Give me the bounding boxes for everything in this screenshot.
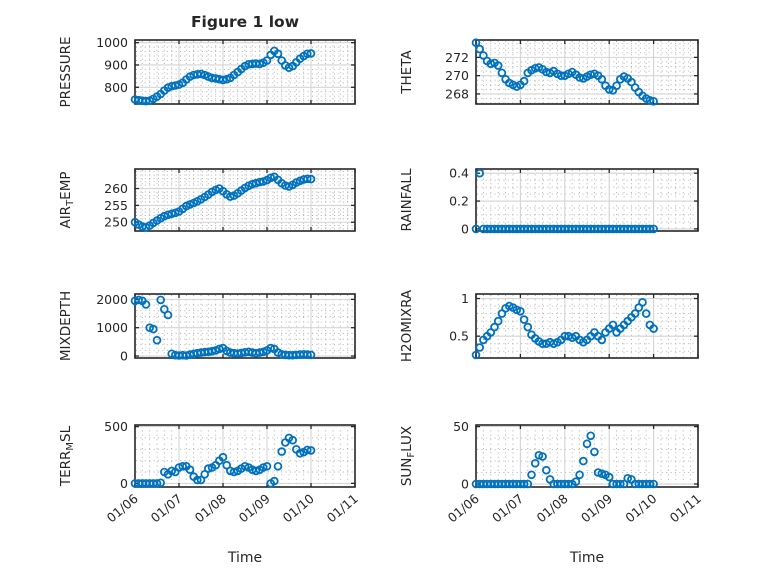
y-tick-label: 250 [104,215,128,230]
y-tick-label: 1000 [96,320,128,335]
x-tick-label: 01/11 [667,491,704,526]
axes-box [134,293,356,359]
minor-grid [136,41,354,103]
minor-grid [477,170,697,230]
y-tick-label: 270 [445,68,469,83]
y-tick-label: 0 [120,349,128,364]
y-tick-label: 255 [104,198,128,213]
axes-box [134,39,356,105]
x-tick-label: 01/07 [489,491,526,526]
minor-grid [136,170,354,230]
y-tick-label: 260 [104,181,128,196]
major-grid [135,169,355,231]
y-tick-label: 0 [120,476,128,491]
x-tick-label: 01/06 [104,491,141,526]
y-tick-label: 272 [445,50,469,65]
series-mixdepth [130,295,316,360]
y-tick-label: 1 [461,291,469,306]
series-air_temp [130,172,316,232]
subplot-mixdepth: 0 1000 2000 MIXDEPTH [58,291,356,364]
series-theta [471,38,658,106]
series-pressure [130,46,316,106]
y-tick-label: 800 [104,80,128,95]
axes-box [134,168,356,232]
x-tick-label: 01/07 [148,491,185,526]
y-tick-label: 0.2 [449,194,469,209]
x-tick-label: 01/06 [445,491,482,526]
y-axis-label: PRESSURE [58,37,74,108]
subplot-pressure: 800 900 1000 PRESSURE [58,35,356,108]
y-tick-label: 0.5 [449,329,469,344]
major-grid [135,425,355,487]
y-tick-label: 50 [453,419,469,434]
x-axis-label: Time [227,550,262,566]
y-axis-label: MIXDEPTH [58,291,74,361]
y-tick-label: 0 [461,477,469,492]
y-tick-label: 268 [445,86,469,101]
y-tick-label: 2000 [96,292,128,307]
axes-box [134,424,356,488]
x-tick-label: 01/08 [533,491,570,526]
y-tick-label: 500 [104,419,128,434]
subplot-rainfall: 0 0.2 0.4 RAINFALL [399,166,699,236]
plot-title: Figure 1 low [191,13,299,31]
y-tick-label: 900 [104,57,128,72]
y-axis-label: AIRTEMP [58,171,76,228]
y-tick-label: 0 [461,221,469,236]
series-terr_msl [130,433,316,488]
minor-grid [477,295,697,357]
y-axis-label: H2OMIXRA [399,289,415,362]
y-tick-label: 0.4 [449,166,469,181]
subplot-h2omixra: 0.5 1 H2OMIXRA [399,289,699,362]
x-tick-label: 01/09 [578,491,615,526]
subplot-terr_msl: 0 500 TERRMSL 01/06 01/07 01/08 01/09 01/10 01/1… [58,419,361,566]
subplot-air_temp: 250 255 260 AIRTEMP [58,168,356,232]
y-axis-label: SUNFLUX [399,426,417,486]
subplot-theta: 268 270 272 THETA [399,38,699,106]
series-h2omixra [471,297,658,360]
x-tick-label: 01/10 [280,491,317,526]
series-sun_flux [471,431,658,489]
y-axis-label: RAINFALL [399,168,415,231]
axes-box [475,39,699,105]
major-grid [476,425,698,487]
axes-box [475,424,699,488]
minor-grid [136,295,354,357]
axes-box [475,293,699,359]
x-tick-label: 01/10 [622,491,659,526]
x-tick-label: 01/08 [192,491,229,526]
x-tick-label: 01/09 [236,491,273,526]
x-tick-label: 01/11 [324,491,361,526]
series-rainfall [471,168,658,234]
y-axis-label: THETA [399,50,415,95]
x-axis-label: Time [569,550,604,566]
subplot-sun_flux: 0 50 SUNFLUX 01/06 01/07 01/08 01/09 01/10 01/11… [399,419,704,566]
y-tick-label: 1000 [96,35,128,50]
y-axis-label: TERRMSL [58,425,76,487]
